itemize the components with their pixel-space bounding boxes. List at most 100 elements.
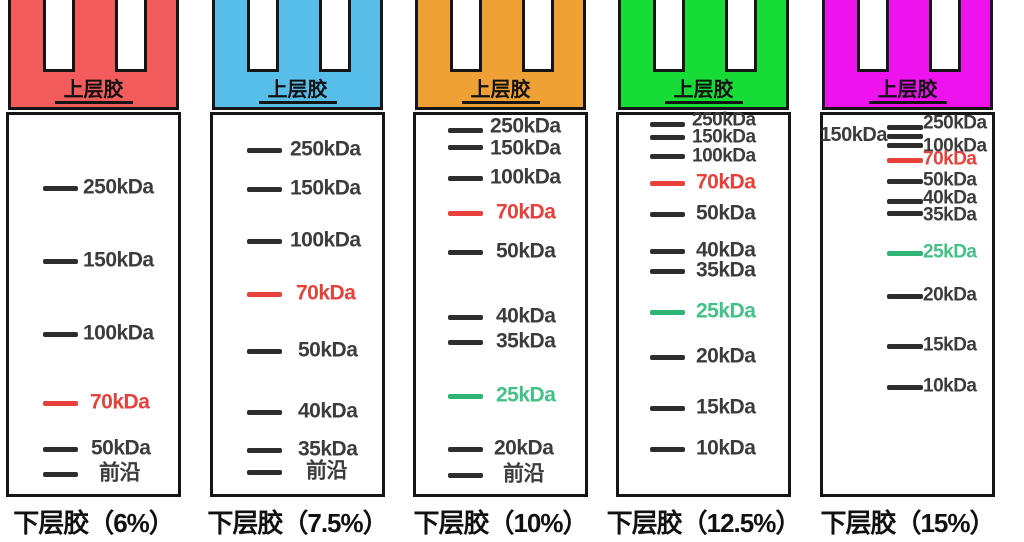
band-label-15kda: 15kDa — [923, 334, 977, 356]
band-label-70kda: 70kDa — [90, 390, 150, 414]
band-40kda — [887, 199, 923, 204]
band-150kda — [887, 134, 923, 139]
band-100kda — [887, 143, 923, 148]
band-10kda — [650, 447, 685, 452]
band-label-50kda: 50kDa — [91, 436, 151, 460]
gel-unit-1: 上层胶 250kDa 150kDa 100kDa 70kDa 50kDa 前沿下层胶（6%） — [6, 0, 181, 542]
band-front — [247, 470, 282, 475]
band-70kda — [247, 292, 282, 297]
band-label-20kda: 20kDa — [696, 344, 756, 368]
band-front — [448, 473, 483, 478]
band-label-50kda: 50kDa — [496, 239, 556, 263]
sample-well — [247, 0, 279, 72]
band-35kda — [448, 340, 483, 345]
band-label-40kda: 40kDa — [496, 304, 556, 328]
band-35kda — [247, 448, 282, 453]
band-label-150kda: 150kDa — [692, 126, 756, 148]
band-label-40kda: 40kDa — [923, 187, 977, 209]
band-70kda — [650, 181, 685, 186]
gel-unit-2: 上层胶 250kDa 150kDa 100kDa 70kDa 50kDa 40kDa 35kD… — [207, 0, 389, 542]
stacking-gel: 上层胶 — [415, 0, 586, 110]
band-250kda — [650, 122, 685, 127]
sample-well — [653, 0, 685, 72]
stacking-gel-label: 上层胶 — [461, 79, 540, 104]
band-40kda — [650, 249, 685, 254]
stacking-gel-label: 上层胶 — [258, 79, 337, 104]
band-20kda — [887, 294, 923, 299]
stacking-gel: 上层胶 — [8, 0, 179, 110]
band-250kda — [448, 128, 483, 133]
band-50kda — [650, 212, 685, 217]
band-35kda — [650, 269, 685, 274]
band-label-70kda: 70kDa — [696, 170, 756, 194]
band-20kda — [448, 447, 483, 452]
band-25kda — [448, 394, 483, 399]
band-20kda — [650, 355, 685, 360]
resolving-gel — [616, 112, 791, 497]
stacking-gel: 上层胶 — [212, 0, 383, 110]
band-label-100kda: 100kDa — [490, 165, 561, 189]
band-label-20kda: 20kDa — [494, 436, 554, 460]
band-150kda — [650, 135, 685, 140]
resolving-gel-label: 下层胶（10%） — [413, 508, 588, 538]
band-15kda — [650, 406, 685, 411]
sample-well — [857, 0, 889, 72]
band-250kda — [43, 186, 78, 191]
band-label-250kda: 250kDa — [290, 137, 361, 161]
band-label-50kda: 50kDa — [923, 169, 977, 191]
band-label-70kda: 70kDa — [496, 200, 556, 224]
band-150kda — [43, 259, 78, 264]
band-100kda — [448, 176, 483, 181]
band-250kda — [247, 148, 282, 153]
band-label-10kda: 10kDa — [923, 375, 977, 397]
band-label-25kda: 25kDa — [923, 241, 977, 263]
band-70kda — [448, 211, 483, 216]
sample-well — [450, 0, 482, 72]
band-label-70kda: 70kDa — [923, 148, 977, 170]
gel-unit-5: 上层胶 250kDa 150kDa 100kDa 70kDa 50kDa 40kDa 35kD… — [820, 0, 996, 542]
band-label-25kda: 25kDa — [696, 299, 756, 323]
band-label-15kda: 15kDa — [696, 395, 756, 419]
sample-well — [929, 0, 961, 72]
band-label-40kda: 40kDa — [298, 399, 358, 423]
sample-well — [522, 0, 554, 72]
band-label-25kda: 25kDa — [496, 383, 556, 407]
band-label-35kda: 35kDa — [696, 258, 756, 282]
band-label-250kda: 250kDa — [83, 175, 154, 199]
resolving-gel-label: 下层胶（6%） — [13, 508, 175, 538]
band-label-35kda: 35kDa — [298, 437, 358, 461]
band-70kda — [887, 158, 923, 163]
stacking-gel-label: 上层胶 — [664, 79, 743, 104]
band-label-100kda: 100kDa — [83, 321, 154, 345]
gel-unit-3: 上层胶 250kDa 150kDa 100kDa 70kDa 50kDa 40kDa 35kD… — [413, 0, 589, 542]
band-50kda — [448, 250, 483, 255]
stacking-gel-label: 上层胶 — [868, 79, 947, 104]
band-label-250kda: 250kDa — [923, 112, 987, 134]
stacking-gel: 上层胶 — [618, 0, 789, 110]
resolving-gel-label: 下层胶（12.5%） — [606, 508, 802, 538]
band-10kda — [887, 385, 923, 390]
sample-well — [43, 0, 75, 72]
band-label-40kda: 40kDa — [696, 238, 756, 262]
band-150kda — [448, 145, 483, 150]
band-15kda — [887, 344, 923, 349]
band-100kda — [247, 239, 282, 244]
band-100kda — [43, 332, 78, 337]
band-35kda — [887, 211, 923, 216]
band-50kda — [887, 179, 923, 184]
band-label-70kda: 70kDa — [296, 281, 356, 305]
band-50kda — [247, 349, 282, 354]
gel-unit-4: 上层胶 250kDa 150kDa 100kDa 70kDa 50kDa 40kDa 35kD… — [607, 0, 801, 542]
band-label-150kda: 150kDa — [83, 248, 154, 272]
band-label-100kda: 100kDa — [923, 135, 987, 157]
sample-well — [115, 0, 147, 72]
band-50kda — [43, 447, 78, 452]
band-100kda — [650, 154, 685, 159]
band-label-front: 前沿 — [503, 462, 545, 486]
band-front — [43, 472, 78, 477]
resolving-gel — [820, 112, 995, 497]
band-150kda — [247, 187, 282, 192]
band-label-front: 前沿 — [99, 461, 141, 485]
band-label-50kda: 50kDa — [696, 201, 756, 225]
